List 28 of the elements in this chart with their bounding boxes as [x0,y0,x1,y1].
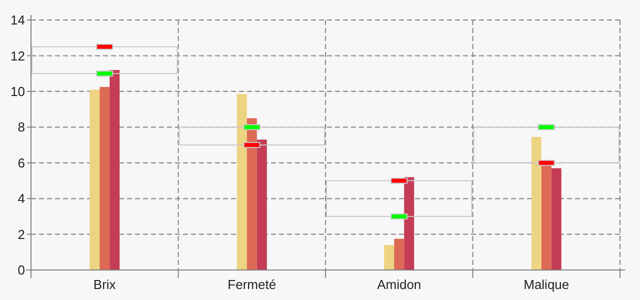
bar [90,90,100,270]
bar [32,46,178,74]
y-tick-label: 12 [10,48,25,64]
y-tick-label: 4 [18,191,25,206]
y-tick-label: 0 [18,262,25,278]
y-tick-label: 10 [10,84,25,99]
bar [256,140,267,270]
bar [110,70,120,270]
bar [100,86,110,270]
bar [394,238,404,270]
bar [384,245,394,270]
bar [551,168,562,270]
y-tick-label: 2 [18,226,25,242]
y-tick-label: 14 [10,12,25,28]
bar [473,126,620,164]
bar [541,164,552,270]
y-tick-label: 6 [18,155,25,170]
bar [246,118,257,270]
x-tick-label: Malique [524,277,570,292]
bar [404,177,414,270]
x-tick-label: Amidon [377,277,422,292]
bar [326,180,472,217]
bar [531,136,542,270]
x-tick-label: Brix [93,277,116,292]
y-tick-label: 8 [18,120,25,135]
bar [236,94,247,270]
bar [178,126,325,146]
x-tick-label: Fermeté [228,277,276,292]
